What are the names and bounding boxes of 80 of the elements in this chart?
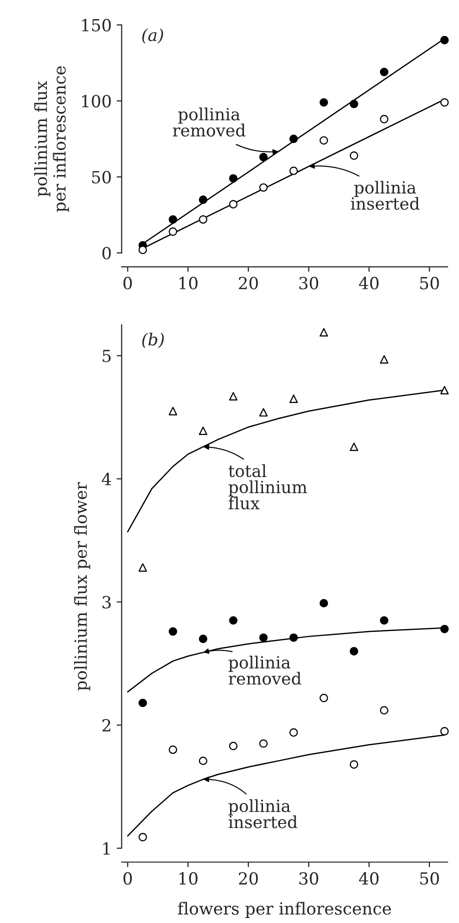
point — [350, 442, 358, 452]
x-tick-label: 0 — [123, 276, 132, 290]
x-tick-label: 10 — [179, 872, 198, 885]
point — [259, 408, 268, 417]
point — [168, 215, 178, 224]
x-tick-label: 50 — [420, 276, 439, 290]
point — [198, 215, 208, 224]
y-tick-label: 150 — [82, 18, 111, 32]
point — [229, 392, 238, 401]
y-tick-label: 3 — [102, 596, 111, 609]
point — [320, 328, 328, 337]
point — [440, 386, 449, 394]
point — [289, 134, 298, 144]
x-tick-label: 20 — [238, 872, 258, 885]
y-tick-label: 0 — [102, 246, 111, 260]
y-tick-label: 4 — [102, 472, 112, 486]
x-tick-label: 40 — [358, 276, 379, 290]
point — [168, 227, 178, 236]
point — [198, 426, 208, 436]
y-tick-label: 5 — [102, 350, 111, 362]
y-tick-label: 100 — [82, 94, 111, 108]
x-axis-title: flowers per inflorescence — [178, 902, 391, 918]
point — [138, 832, 147, 842]
point — [259, 633, 268, 642]
y-tick-label: 50 — [92, 170, 111, 184]
point — [289, 633, 298, 642]
point — [380, 706, 388, 715]
x-tick-label: 30 — [299, 276, 318, 290]
point — [168, 627, 178, 636]
y-tick-label: 1 — [103, 842, 110, 855]
annotation: pollinia removed — [228, 656, 302, 685]
point — [138, 563, 147, 572]
point — [259, 183, 268, 192]
point — [229, 616, 238, 625]
point — [380, 616, 388, 625]
point — [229, 200, 238, 208]
point — [259, 152, 268, 162]
point — [440, 36, 449, 44]
point — [198, 756, 208, 766]
x-tick-label: 50 — [420, 872, 439, 885]
point — [380, 355, 388, 364]
annotation: (a) — [142, 28, 164, 44]
y-tick-label: 2 — [102, 719, 110, 732]
x-tick-label: 30 — [299, 872, 318, 885]
annotation: total pollinium flux — [228, 464, 307, 510]
x-tick-label: 20 — [238, 276, 258, 290]
point — [350, 151, 358, 160]
point — [229, 742, 238, 750]
point — [259, 739, 268, 748]
annotation: (b) — [142, 332, 164, 348]
point — [198, 195, 208, 204]
x-tick-label: 10 — [179, 276, 198, 290]
point — [320, 598, 328, 608]
point — [168, 745, 178, 754]
point — [380, 68, 388, 76]
point — [289, 728, 298, 737]
point — [440, 624, 449, 634]
point — [440, 98, 449, 107]
point — [380, 114, 388, 124]
point — [289, 394, 298, 404]
annotation: pollinia removed — [172, 108, 246, 137]
x-tick-label: 0 — [123, 872, 132, 885]
point — [229, 174, 238, 183]
point — [320, 98, 328, 107]
point — [320, 694, 328, 702]
point — [289, 166, 298, 176]
point — [320, 136, 328, 145]
annotation: pollinia inserted — [228, 799, 298, 828]
y-axis-title: pollinium flux per inflorescence — [34, 66, 69, 212]
point — [198, 634, 208, 644]
x-tick-label: 40 — [358, 872, 379, 885]
y-axis-title: pollinium flux per flower — [74, 482, 90, 691]
point — [350, 760, 358, 769]
point — [138, 246, 147, 254]
point — [440, 727, 449, 736]
point — [168, 406, 178, 416]
point — [350, 646, 358, 656]
point — [350, 100, 358, 108]
point — [138, 698, 147, 708]
annotation: pollinia inserted — [350, 180, 420, 210]
